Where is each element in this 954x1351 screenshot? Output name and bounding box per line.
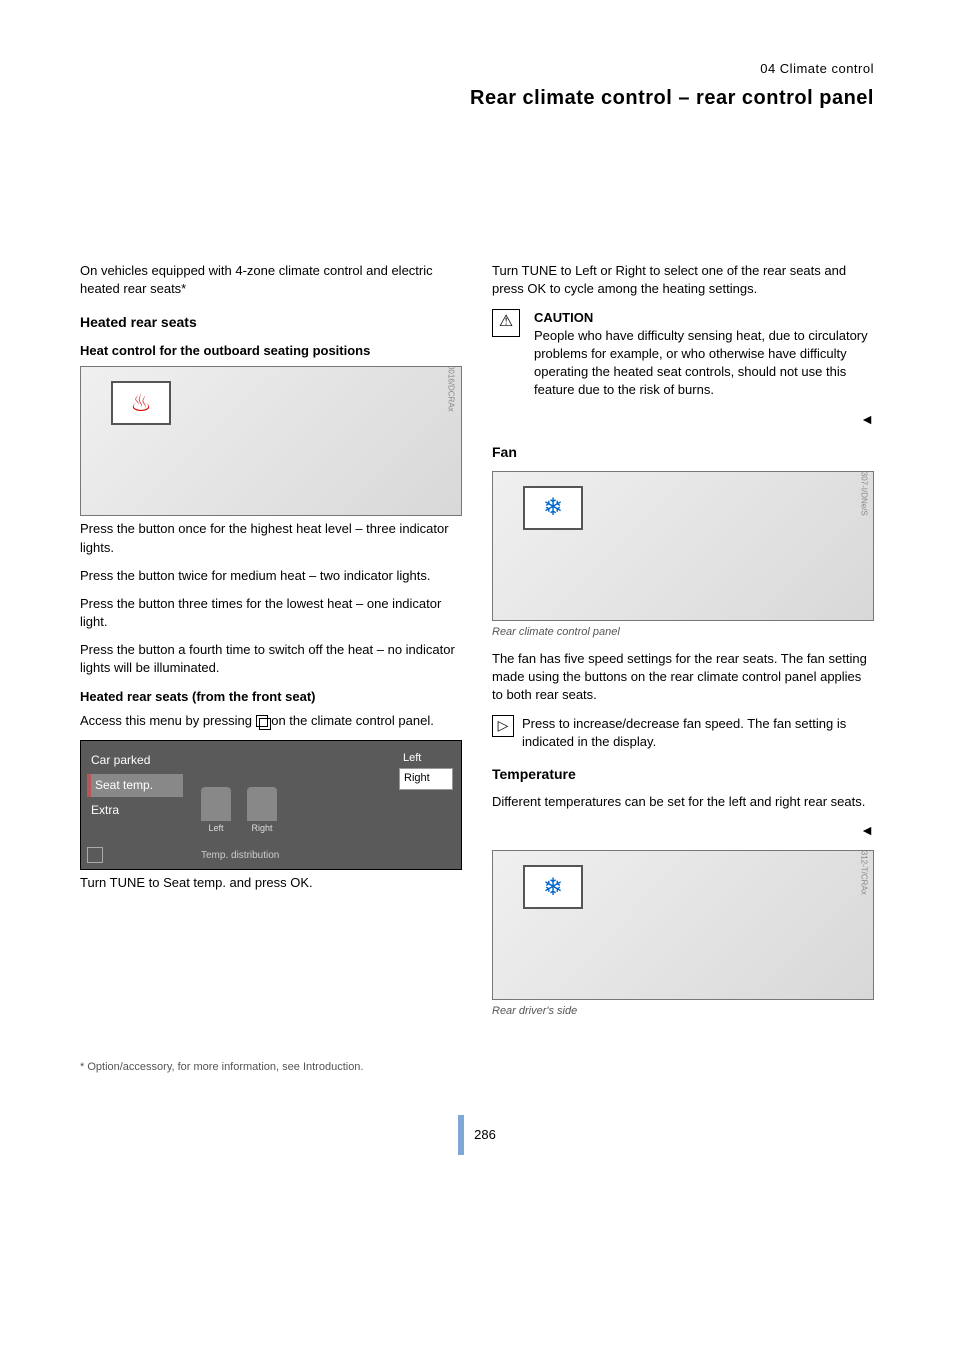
step3: Press the button three times for the low… — [80, 595, 462, 631]
step2: Press the button twice for medium heat –… — [80, 567, 462, 585]
footnote: * Option/accessory, for more information… — [80, 1060, 874, 1075]
temp-caption: Rear driver's side — [492, 1004, 874, 1019]
caution-icon: ⚠ — [492, 309, 520, 337]
caution-body: People who have difficulty sensing heat,… — [534, 327, 874, 400]
heated-seat-icon: ♨ — [111, 381, 171, 425]
section-end-arrow-2: ◄ — [492, 821, 874, 841]
front-icon-row: Access this menu by pressing on the clim… — [80, 712, 462, 730]
figure4-ref: MY0312-T/CRAx — [858, 850, 869, 895]
menu-corner-icon — [87, 847, 103, 863]
figure3-ref: MY0307-I/DNe/S — [858, 471, 869, 516]
menu-item-car-parked: Car parked — [87, 749, 183, 772]
caution-heading: CAUTION — [534, 309, 874, 327]
fan-body: The fan has five speed settings for the … — [492, 650, 874, 705]
menu-side-right: Right — [399, 768, 453, 789]
front-heading: Heated rear seats (from the front seat) — [80, 688, 462, 706]
temp-icon: ❄ — [523, 865, 583, 909]
front-icon-text-b: on the climate control panel. — [271, 713, 434, 728]
figure-heated-seat: ♨ MY0016/DCRAx — [80, 366, 462, 516]
fan-press-text: Press to increase/decrease fan speed. Th… — [522, 715, 874, 751]
menu-item-seat-temp: Seat temp. — [87, 774, 183, 797]
figure-menu-screenshot: Car parked Seat temp. Extra Left Right T… — [80, 740, 462, 870]
menu-temp-distribution: Temp. distribution — [201, 849, 279, 863]
section-end-arrow-1: ◄ — [492, 410, 874, 430]
page-accent-bar — [458, 1115, 464, 1155]
fan-icon: ❄ — [523, 486, 583, 530]
menu-seat-left — [201, 787, 231, 821]
step1: Press the button once for the highest he… — [80, 520, 462, 556]
menu-item-extra: Extra — [87, 799, 183, 822]
heated-seats-subheading: Heat control for the outboard seating po… — [80, 342, 462, 360]
figure1-ref: MY0016/DCRAx — [446, 366, 457, 412]
page-title: Rear climate control – rear control pane… — [80, 84, 874, 112]
temp-heading: Temperature — [492, 765, 874, 785]
figure-fan-panel: ❄ MY0307-I/DNe/S — [492, 471, 874, 621]
intro-text: On vehicles equipped with 4-zone climate… — [80, 262, 462, 298]
front-icon-text-a: Access this menu by pressing — [80, 713, 252, 728]
page-number: 286 — [474, 1126, 496, 1144]
step4: Press the button a fourth time to switch… — [80, 641, 462, 677]
triangle-right-icon: ▷ — [492, 715, 514, 737]
heated-seats-heading: Heated rear seats — [80, 313, 462, 333]
fan-caption: Rear climate control panel — [492, 625, 874, 640]
front-step: Turn TUNE to Seat temp. and press OK. — [80, 874, 462, 892]
menu-seat-right — [247, 787, 277, 821]
header-category: 04 Climate control — [80, 60, 874, 78]
fan-heading: Fan — [492, 443, 874, 463]
temp-body: Different temperatures can be set for th… — [492, 793, 874, 811]
menu-side-left: Left — [399, 749, 453, 768]
right-para1: Turn TUNE to Left or Right to select one… — [492, 262, 874, 298]
figure-temp-panel: ❄ MY0312-T/CRAx — [492, 850, 874, 1000]
menu-access-icon — [256, 715, 268, 727]
